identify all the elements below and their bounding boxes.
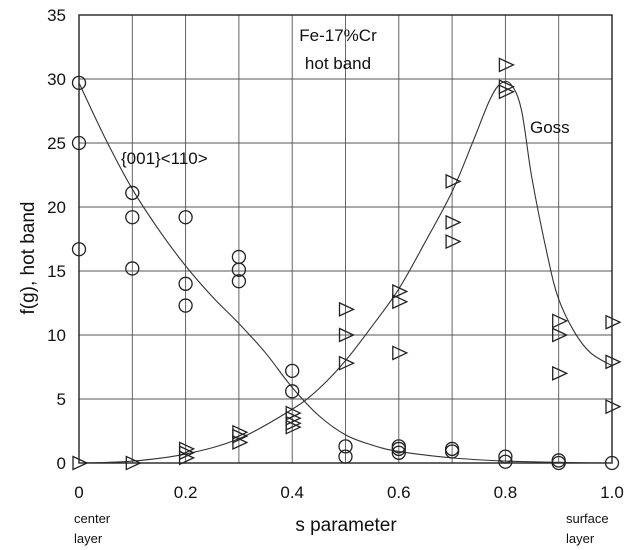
x-axis-ticks: 0 0.2 0.4 0.6 0.8 1.0 [74, 483, 624, 502]
y-tick-label: 20 [47, 198, 66, 217]
cube-data-point [285, 384, 300, 399]
goss-data-point [498, 57, 515, 73]
x-tick-label: 0 [74, 483, 83, 502]
y-tick-label: 5 [57, 390, 66, 409]
cube-data-point [178, 210, 193, 225]
goss-data-point [552, 313, 569, 329]
cube-data-point [178, 276, 193, 291]
center-layer-note-2: layer [74, 531, 103, 546]
goss-data-point [552, 327, 569, 343]
goss-data-point [605, 399, 622, 415]
grid-lines [79, 15, 612, 463]
x-tick-label: 0.8 [494, 483, 518, 502]
fit-curves [78, 80, 613, 464]
goss-data-point [125, 455, 142, 471]
cube-data-point [71, 75, 87, 90]
cube-data-point [391, 441, 406, 457]
surface-layer-note-1: surface [566, 511, 609, 526]
cube-data-point [498, 454, 513, 469]
goss-data-point [392, 294, 409, 310]
goss-data-point [392, 283, 409, 299]
cube-data-point [338, 439, 353, 454]
cube-fit-curve [78, 82, 613, 464]
center-layer-note-1: center [74, 511, 111, 526]
goss-data-point [605, 354, 622, 370]
x-tick-label: 0.6 [387, 483, 411, 502]
cube-data-point [125, 261, 140, 276]
goss-data-point [338, 327, 356, 343]
goss-data-point [392, 345, 409, 361]
goss-data-point [445, 214, 462, 230]
goss-data-point [72, 455, 89, 471]
cube-data-point [71, 135, 87, 151]
x-tick-label: 0.2 [174, 483, 198, 502]
cube-data-point [231, 262, 247, 277]
goss-data-point [498, 84, 515, 100]
cube-data-point [125, 210, 140, 225]
x-tick-label: 0.4 [280, 483, 304, 502]
y-axis-title: f(g), hot band [18, 201, 39, 314]
cube-data-point [391, 445, 406, 460]
goss-data-point [605, 314, 622, 330]
y-tick-label: 35 [47, 6, 66, 25]
cube-data-point [125, 185, 140, 201]
x-axis-title: s parameter [295, 515, 397, 536]
y-axis-ticks: 0 5 10 15 20 25 30 35 [47, 6, 66, 473]
goss-data-point [445, 234, 462, 250]
cube-data-point [338, 449, 353, 464]
cube-data-point [498, 449, 513, 464]
goss-data-point [338, 355, 356, 371]
title-line-1: Fe-17%Cr [299, 26, 377, 45]
title-line-2: hot band [305, 54, 371, 73]
y-tick-label: 30 [47, 70, 66, 89]
cube-data-point [604, 455, 620, 471]
y-tick-label: 10 [47, 326, 66, 345]
y-tick-label: 25 [47, 134, 66, 153]
goss-fit-curve [78, 80, 613, 464]
surface-layer-note-2: layer [566, 531, 595, 546]
cube-data-point [444, 444, 460, 459]
cube-data-point [231, 274, 247, 289]
goss-data-point [178, 450, 196, 466]
goss-data-point [338, 301, 356, 317]
cube-data-point [178, 298, 193, 313]
cube-data-point [551, 455, 566, 471]
goss-data-point [552, 365, 569, 381]
cube-data-point [71, 242, 87, 257]
goss-data-point [445, 173, 462, 189]
series-label-cube: {001}<110> [121, 149, 208, 168]
goss-data-point [285, 419, 302, 435]
cube-data-point [285, 363, 300, 378]
series-label-goss: Goss [530, 118, 570, 137]
goss-data-point [232, 435, 249, 451]
y-tick-label: 0 [57, 454, 66, 473]
data-points [71, 57, 622, 471]
y-tick-label: 15 [47, 262, 66, 281]
x-tick-label: 1.0 [600, 483, 624, 502]
